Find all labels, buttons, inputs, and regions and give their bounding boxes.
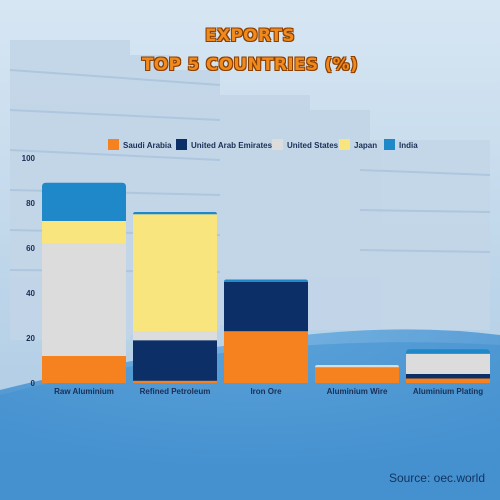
bar-segment	[315, 367, 399, 383]
bar-segment	[42, 356, 126, 383]
bar-segment	[315, 365, 399, 368]
bar-segment	[42, 243, 126, 356]
bar-segment	[406, 378, 490, 383]
x-axis: Raw Aluminium Refined Petroleum Iron Ore Al…	[54, 387, 483, 396]
bar-segment	[406, 349, 490, 354]
y-tick-label: 80	[26, 199, 35, 208]
x-tick-label: Refined Petroleum	[140, 387, 211, 396]
title-line-2: TOP 5 COUNTRIES (%)	[141, 55, 359, 75]
x-tick-label: Iron Ore	[250, 387, 282, 396]
y-tick-label: 40	[26, 289, 35, 298]
bar-segment	[133, 214, 217, 332]
legend-label: Japan	[354, 141, 377, 150]
bar-segment	[406, 353, 490, 374]
legend-label: United Arab Emirates	[191, 141, 273, 150]
y-tick-label: 60	[26, 244, 35, 253]
bar-segment	[133, 331, 217, 341]
y-tick-label: 0	[31, 379, 36, 388]
legend-swatch	[176, 139, 187, 150]
legend: Saudi Arabia United Arab Emirates United S…	[108, 139, 418, 150]
bar-segment	[406, 374, 490, 379]
title-line-1: EXPORTS	[205, 26, 295, 46]
bars	[42, 182, 490, 383]
x-tick-label: Aluminium Wire	[327, 387, 388, 396]
source-note: Source: oec.world	[388, 471, 485, 485]
legend-label: United States	[287, 141, 339, 150]
x-tick-label: Aluminium Plating	[413, 387, 483, 396]
bar-segment	[133, 380, 217, 383]
y-tick-label: 20	[26, 334, 35, 343]
legend-swatch	[108, 139, 119, 150]
legend-swatch	[272, 139, 283, 150]
x-tick-label: Raw Aluminium	[54, 387, 114, 396]
legend-swatch	[384, 139, 395, 150]
y-tick-label: 100	[22, 154, 36, 163]
bar-segment	[42, 182, 126, 221]
legend-label: Saudi Arabia	[123, 141, 172, 150]
bar-segment	[42, 221, 126, 244]
bar-segment	[224, 279, 308, 282]
bar-segment	[133, 340, 217, 381]
y-axis: 0 20 40 60 80 100	[22, 154, 36, 388]
legend-swatch	[339, 139, 350, 150]
bar-segment	[133, 212, 217, 215]
bar-segment	[224, 331, 308, 383]
bar-segment	[224, 281, 308, 332]
legend-label: India	[399, 141, 418, 150]
